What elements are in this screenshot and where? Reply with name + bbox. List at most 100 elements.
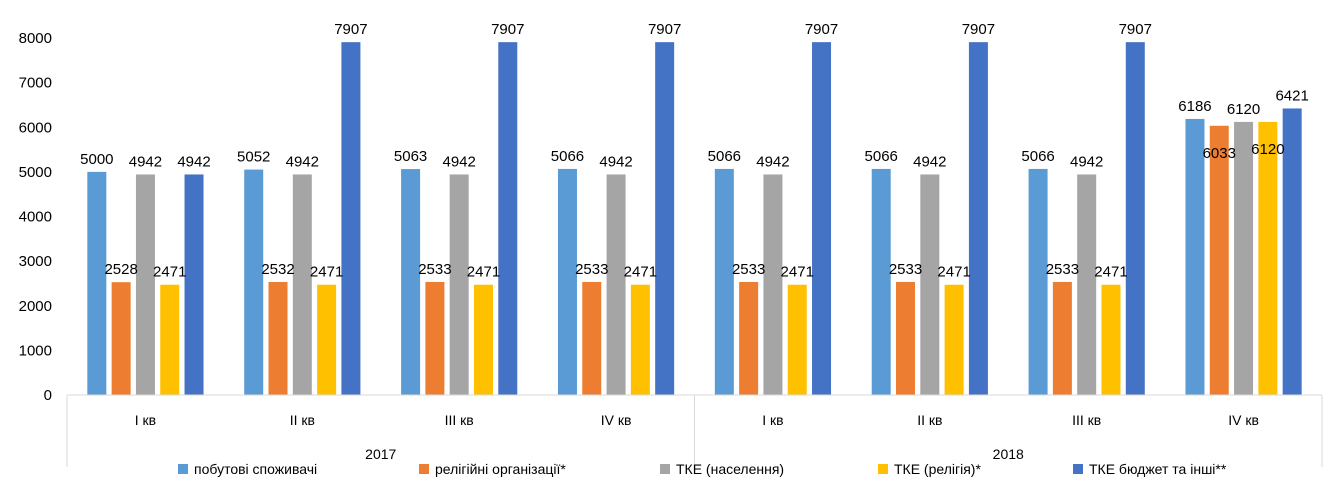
data-label: 5066 — [551, 148, 584, 165]
bar — [160, 284, 180, 395]
data-label: 2528 — [104, 261, 137, 278]
x-tick-label: II кв — [917, 412, 942, 428]
data-label: 4942 — [129, 153, 162, 170]
bar — [968, 42, 988, 396]
legend-label: ТКЕ (населення) — [676, 461, 784, 477]
x-tick-label: I кв — [135, 412, 156, 428]
bar — [498, 42, 518, 396]
bar — [449, 174, 469, 395]
data-label: 2471 — [467, 264, 500, 281]
x-tick-label: I кв — [762, 412, 783, 428]
bar — [292, 174, 312, 395]
x-tick-label: IV кв — [601, 412, 632, 428]
data-label: 2471 — [781, 264, 814, 281]
x-axis: 2017 2018 I кв II кв III кв IV кв I кв II кв III… — [66, 394, 1323, 467]
bar — [630, 284, 650, 395]
data-label: 2471 — [624, 264, 657, 281]
x-tick-label: II кв — [290, 412, 315, 428]
data-label: 7907 — [1119, 21, 1152, 38]
legend-swatch — [660, 464, 670, 474]
bars — [87, 42, 1302, 396]
group-label: 2017 — [365, 446, 396, 462]
data-label: 2471 — [153, 264, 186, 281]
data-label: 7907 — [334, 21, 367, 38]
data-label: 2533 — [418, 261, 451, 278]
bar — [1282, 108, 1302, 395]
data-label: 4942 — [286, 153, 319, 170]
bar — [1052, 281, 1072, 395]
bar — [606, 174, 626, 395]
data-label: 2533 — [1046, 261, 1079, 278]
bar — [787, 284, 807, 395]
bar — [473, 284, 493, 395]
bar — [1234, 121, 1254, 396]
data-label: 6186 — [1178, 98, 1211, 115]
bar — [1077, 174, 1097, 395]
data-label: 4942 — [756, 153, 789, 170]
y-axis: 0 1000 2000 3000 4000 5000 6000 7000 8000 — [19, 30, 52, 404]
data-label: 5052 — [237, 149, 270, 166]
bar — [1028, 168, 1048, 395]
legend-swatch — [878, 464, 888, 474]
x-tick-label: III кв — [445, 412, 474, 428]
data-label: 7907 — [962, 21, 995, 38]
bar — [317, 284, 337, 395]
legend: побутові споживачі релігійні організації*… — [178, 461, 1227, 477]
data-label: 7907 — [491, 21, 524, 38]
data-label: 2471 — [1094, 264, 1127, 281]
bar — [557, 168, 577, 395]
data-label: 5000 — [80, 151, 113, 168]
data-label: 2471 — [310, 264, 343, 281]
legend-label: релігійні організації* — [435, 461, 566, 477]
data-label: 4942 — [913, 153, 946, 170]
bar — [268, 282, 288, 395]
y-tick-label: 5000 — [19, 164, 52, 181]
data-label: 2532 — [261, 261, 294, 278]
y-tick-label: 6000 — [19, 119, 52, 136]
data-label: 2533 — [889, 261, 922, 278]
y-tick-label: 1000 — [19, 342, 52, 359]
bar — [135, 174, 155, 395]
data-label: 4942 — [443, 153, 476, 170]
bar — [1101, 284, 1121, 395]
data-label: 7907 — [648, 21, 681, 38]
group-label: 2018 — [993, 446, 1024, 462]
legend-swatch — [178, 464, 188, 474]
y-tick-label: 8000 — [19, 30, 52, 47]
x-tick-label: III кв — [1072, 412, 1101, 428]
bar — [1125, 42, 1145, 396]
legend-label: ТКЕ бюджет та інші** — [1089, 461, 1227, 477]
bar — [1209, 125, 1229, 395]
bar — [1185, 118, 1205, 395]
y-tick-label: 2000 — [19, 298, 52, 315]
data-label: 2533 — [575, 261, 608, 278]
y-tick-label: 7000 — [19, 75, 52, 92]
bar — [87, 171, 107, 395]
bar — [763, 174, 783, 395]
y-tick-label: 0 — [44, 387, 52, 404]
bar — [871, 168, 891, 395]
data-label: 6120 — [1227, 101, 1260, 118]
bar — [341, 42, 361, 396]
y-tick-label: 3000 — [19, 253, 52, 270]
bar — [401, 169, 421, 395]
data-label: 6421 — [1275, 87, 1308, 104]
data-label: 5066 — [865, 148, 898, 165]
bar — [944, 284, 964, 395]
data-label: 7907 — [805, 21, 838, 38]
data-label: 6120 — [1251, 141, 1284, 158]
bar — [111, 282, 131, 395]
bar — [714, 168, 734, 395]
bar — [896, 281, 916, 395]
data-labels: 5000 2528 4942 2471 4942 5052 2532 4942 2471 7907… — [80, 21, 1309, 281]
bar — [184, 174, 204, 395]
bar — [812, 42, 832, 396]
legend-swatch — [1073, 464, 1083, 474]
bar — [244, 169, 264, 395]
legend-label: ТКЕ (релігія)* — [894, 461, 981, 477]
bar — [425, 281, 445, 395]
data-label: 2533 — [732, 261, 765, 278]
bar — [920, 174, 940, 395]
y-tick-label: 4000 — [19, 209, 52, 226]
